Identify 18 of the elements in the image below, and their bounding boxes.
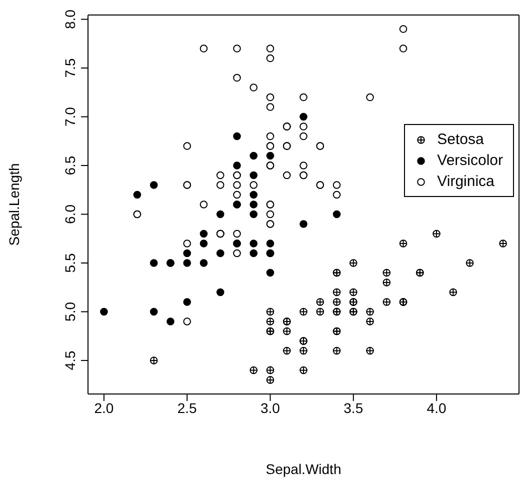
y-tick-label: 6.0: [62, 204, 78, 224]
x-tick-label: 2.5: [177, 400, 198, 416]
y-tick-label: 5.0: [62, 302, 78, 322]
legend-label: Virginica: [437, 173, 494, 190]
y-tick-label: 6.5: [62, 156, 78, 176]
y-tick-label: 7.5: [62, 58, 78, 78]
y-tick-label: 4.5: [62, 350, 78, 370]
legend-label: Setosa: [437, 131, 484, 148]
legend-label: Versicolor: [437, 152, 503, 169]
y-tick-label: 7.0: [62, 106, 78, 127]
x-tick-label: 4.0: [426, 400, 446, 416]
x-axis-title: Sepal.Width: [266, 461, 342, 477]
x-tick-label: 3.5: [344, 400, 364, 416]
y-tick-label: 5.5: [62, 253, 78, 273]
x-tick-label: 2.0: [94, 400, 114, 416]
x-tick-label: 3.0: [260, 400, 280, 416]
y-tick-label: 8.0: [62, 9, 78, 30]
y-axis-title: Sepal.Length: [6, 163, 22, 246]
